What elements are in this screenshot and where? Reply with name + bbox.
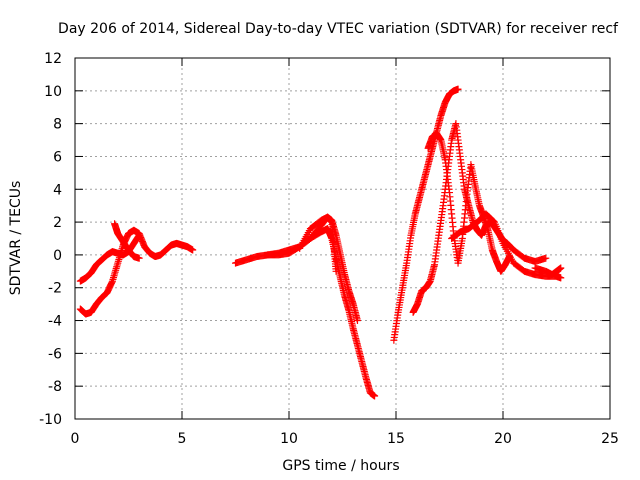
y-tick-label: -8 [48, 379, 62, 395]
series-track-7 [390, 85, 462, 344]
x-tick-label: 25 [601, 431, 619, 447]
x-tick-label: 15 [387, 431, 405, 447]
x-tick-label: 20 [494, 431, 512, 447]
y-tick-label: 2 [53, 215, 62, 231]
plot-frame [74, 57, 611, 420]
x-axis: 0 5 10 15 20 25 [71, 58, 619, 447]
data-point [454, 85, 462, 93]
x-tick-label: 5 [178, 431, 187, 447]
y-tick-label: 10 [44, 84, 62, 100]
y-tick-label: 8 [53, 117, 62, 133]
y-tick-label: 0 [53, 248, 62, 264]
x-axis-label: GPS time / hours [282, 458, 399, 474]
series-track-11 [531, 264, 565, 279]
data-point [332, 267, 340, 275]
data-markers [76, 85, 565, 400]
x-tick-label: 0 [71, 431, 80, 447]
data-point [557, 264, 565, 272]
y-tick-label: 12 [44, 51, 62, 67]
data-point [135, 254, 143, 262]
x-tick-label: 10 [280, 431, 298, 447]
data-point [353, 317, 361, 325]
data-point [189, 246, 197, 254]
y-tick-label: 6 [53, 149, 62, 165]
y-axis: -10 -8 -6 -4 -2 0 2 4 6 8 10 12 [39, 51, 610, 428]
y-tick-label: 4 [53, 182, 62, 198]
data-point [489, 216, 497, 224]
series-track-6 [296, 213, 340, 275]
y-tick-label: -6 [48, 346, 62, 362]
grid [75, 58, 610, 419]
y-tick-label: -10 [39, 412, 62, 428]
chart-title: Day 206 of 2014, Sidereal Day-to-day VTE… [58, 21, 619, 37]
y-tick-label: -4 [48, 314, 62, 330]
data-point [542, 254, 550, 262]
series-track-3 [111, 220, 143, 262]
data-point [490, 217, 498, 225]
data-point [371, 392, 379, 400]
y-tick-label: -2 [48, 281, 62, 297]
data-point [557, 274, 565, 282]
y-axis-label: SDTVAR / TECUs [8, 181, 24, 296]
